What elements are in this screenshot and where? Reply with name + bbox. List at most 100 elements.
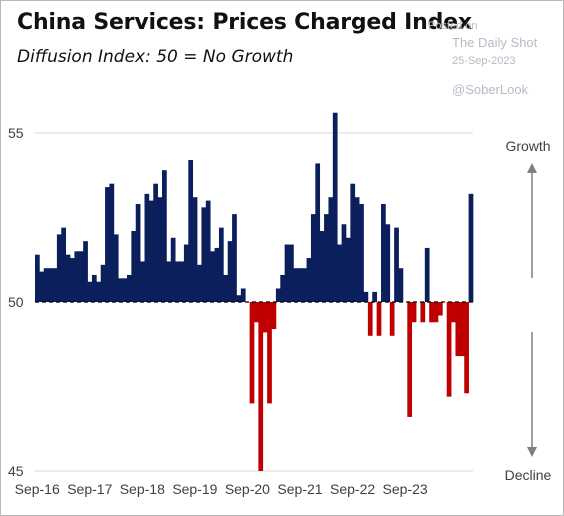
- bar-above-50: [324, 214, 329, 302]
- watermark-source: The Daily Shot: [452, 35, 538, 50]
- bar-above-50: [306, 258, 312, 302]
- bar-above-50: [43, 268, 49, 302]
- x-tick-label: Sep-19: [172, 481, 217, 497]
- y-tick-label: 45: [8, 463, 24, 479]
- bar-above-50: [188, 160, 194, 302]
- bar-above-50: [197, 264, 202, 302]
- bar-below-50: [407, 302, 413, 417]
- bar-above-50: [157, 197, 163, 302]
- bar-below-50: [389, 302, 395, 336]
- bar-above-50: [372, 291, 377, 302]
- bar-below-50: [262, 302, 268, 333]
- y-tick-label: 50: [8, 294, 24, 310]
- bar-above-50: [227, 241, 233, 302]
- bar-above-50: [122, 278, 128, 302]
- bar-above-50: [170, 237, 176, 302]
- bar-below-50: [459, 302, 465, 357]
- bar-below-50: [433, 302, 439, 323]
- bar-above-50: [297, 268, 303, 302]
- bar-below-50: [437, 302, 443, 316]
- bar-above-50: [113, 234, 119, 302]
- watermark-posted: Posted on: [428, 20, 478, 32]
- bar-below-50: [254, 302, 259, 323]
- bar-above-50: [201, 207, 207, 302]
- bar-above-50: [468, 193, 474, 302]
- bar-above-50: [398, 268, 404, 302]
- bar-above-50: [56, 234, 62, 302]
- bar-below-50: [446, 302, 452, 397]
- bar-above-50: [315, 163, 321, 302]
- bar-above-50: [91, 274, 97, 302]
- bar-below-50: [376, 302, 382, 336]
- x-tick-label: Sep-18: [120, 481, 165, 497]
- bar-above-50: [78, 251, 84, 302]
- bar-above-50: [183, 244, 189, 302]
- bar-above-50: [223, 274, 229, 302]
- bar-above-50: [337, 244, 342, 302]
- x-tick-labels: Sep-16 Sep-17 Sep-18 Sep-19 Sep-20 Sep-21 Sep-…: [15, 481, 428, 497]
- bar-above-50: [289, 244, 294, 302]
- up-arrow-icon: [527, 163, 537, 173]
- bar-above-50: [52, 268, 58, 302]
- bar-above-50: [363, 291, 369, 302]
- decline-label: Decline: [505, 467, 552, 483]
- bar-above-50: [345, 237, 351, 302]
- bar-above-50: [118, 278, 123, 302]
- bar-above-50: [354, 197, 360, 302]
- bar-above-50: [240, 288, 246, 302]
- bar-above-50: [39, 271, 45, 302]
- x-tick-label: Sep-16: [15, 481, 60, 497]
- growth-label: Growth: [505, 138, 550, 154]
- x-tick-label: Sep-20: [225, 481, 270, 497]
- bar-above-50: [332, 112, 338, 302]
- watermark-handle: @SoberLook: [452, 82, 529, 97]
- bar-below-50: [420, 302, 426, 323]
- bar-above-50: [179, 261, 185, 302]
- y-tick-label: 55: [8, 125, 24, 141]
- bar-above-50: [232, 214, 237, 302]
- bar-above-50: [424, 247, 430, 302]
- bar-above-50: [61, 227, 67, 302]
- bar-above-50: [302, 268, 307, 302]
- watermark-date: 25-Sep-2023: [452, 55, 516, 67]
- bar-above-50: [153, 183, 158, 302]
- bar-above-50: [284, 244, 290, 302]
- bar-above-50: [341, 224, 347, 302]
- bar-below-50: [271, 302, 277, 330]
- bar-above-50: [48, 268, 53, 302]
- gridlines: [35, 132, 473, 472]
- bar-above-50: [35, 254, 40, 302]
- bar-above-50: [280, 274, 286, 302]
- bar-above-50: [126, 274, 132, 302]
- down-arrow-icon: [527, 447, 537, 457]
- bar-above-50: [192, 197, 198, 302]
- bar-above-50: [293, 268, 299, 302]
- bar-below-50: [258, 302, 264, 471]
- growth-decline-arrows: Growth Decline: [505, 138, 552, 483]
- bar-above-50: [385, 224, 391, 302]
- bar-below-50: [411, 302, 417, 323]
- bar-above-50: [74, 251, 80, 302]
- chart-subtitle: Diffusion Index: 50 = No Growth: [17, 47, 294, 67]
- bar-above-50: [131, 231, 137, 302]
- bar-above-50: [310, 214, 316, 302]
- bar-above-50: [210, 251, 215, 302]
- bar-above-50: [328, 197, 334, 302]
- bar-below-50: [249, 302, 255, 404]
- bar-above-50: [394, 227, 399, 302]
- bar-above-50: [350, 183, 356, 302]
- bar-below-50: [367, 302, 373, 336]
- bar-below-50: [451, 302, 456, 323]
- bar-above-50: [175, 261, 180, 302]
- bar-above-50: [109, 183, 115, 302]
- bar-above-50: [148, 200, 154, 302]
- bar-above-50: [65, 254, 71, 302]
- y-tick-labels: 45 50 55: [8, 125, 24, 479]
- bar-above-50: [83, 241, 88, 302]
- bar-above-50: [100, 264, 106, 302]
- x-tick-label: Sep-21: [277, 481, 322, 497]
- bar-above-50: [236, 295, 242, 302]
- x-tick-label: Sep-22: [330, 481, 375, 497]
- bar-above-50: [218, 227, 224, 302]
